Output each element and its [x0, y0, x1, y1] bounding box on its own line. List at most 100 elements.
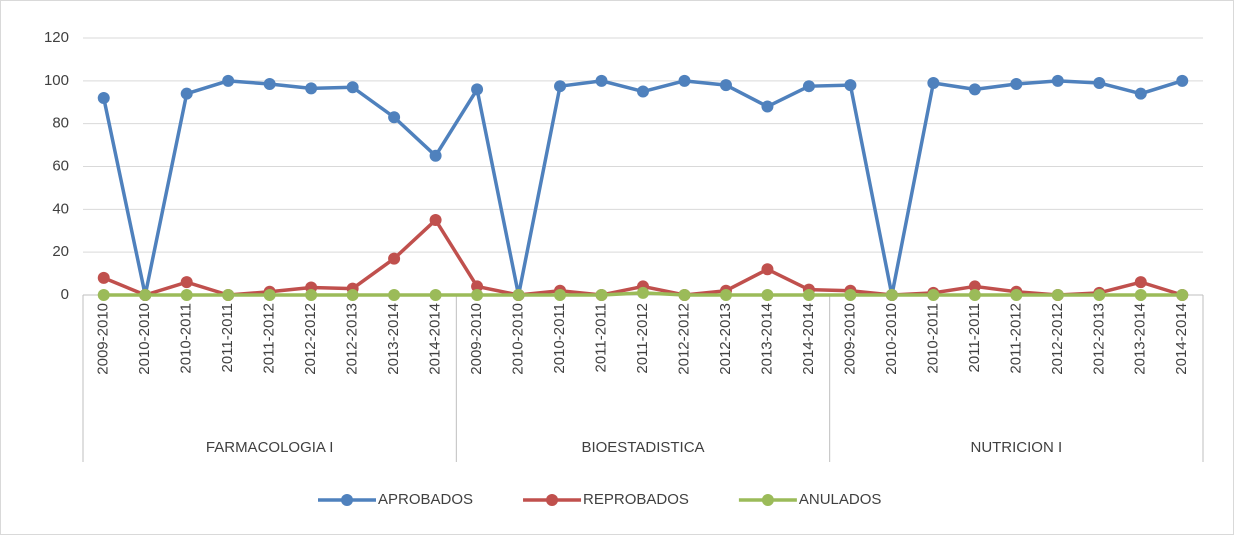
data-point: [139, 289, 152, 301]
x-tick-label: 2014-2014: [800, 303, 817, 375]
data-point: [1176, 74, 1189, 87]
x-tick-label: 2010-2010: [883, 303, 900, 375]
x-tick-label: 2011-2011: [592, 303, 609, 373]
data-point: [471, 280, 484, 293]
data-point: [180, 276, 193, 289]
data-point: [595, 289, 608, 301]
legend-marker: [546, 494, 559, 506]
data-point: [802, 289, 815, 301]
data-point: [388, 289, 401, 301]
data-point: [719, 79, 732, 92]
data-point: [678, 74, 691, 87]
data-point: [1134, 87, 1147, 100]
data-point: [885, 289, 898, 301]
data-point: [222, 289, 235, 301]
y-tick-label: 0: [61, 286, 69, 303]
x-tick-label: 2012-2012: [1049, 303, 1066, 375]
data-point: [429, 214, 442, 227]
x-tick-label: 2012-2012: [302, 303, 319, 375]
data-point: [429, 149, 442, 162]
data-point: [1093, 289, 1106, 301]
x-tick-label: 2013-2014: [1132, 303, 1149, 375]
data-point: [554, 80, 567, 93]
legend-label: APROBADOS: [378, 491, 473, 508]
x-tick-label: 2013-2014: [758, 303, 775, 375]
x-tick-label: 2010-2010: [510, 303, 527, 375]
x-tick-label: 2014-2014: [1173, 303, 1190, 375]
y-tick-label: 40: [52, 200, 69, 217]
x-tick-label: 2009-2010: [841, 303, 858, 375]
data-point: [719, 289, 732, 301]
data-point: [1051, 289, 1064, 301]
legend-marker: [761, 494, 774, 506]
data-point: [968, 289, 981, 301]
x-tick-label: 2014-2014: [427, 303, 444, 375]
data-point: [1010, 78, 1023, 91]
x-tick-label: 2012-2013: [717, 303, 734, 375]
x-tick-label: 2010-2010: [136, 303, 153, 375]
data-point: [844, 79, 857, 92]
y-tick-label: 120: [44, 29, 69, 46]
data-point: [761, 263, 774, 276]
data-point: [180, 87, 193, 100]
data-point: [471, 289, 484, 301]
data-point: [97, 271, 110, 284]
y-tick-label: 80: [52, 115, 69, 132]
x-tick-label: 2010-2011: [551, 303, 568, 374]
data-point: [678, 289, 691, 301]
x-tick-label: 2009-2010: [95, 303, 112, 375]
data-point: [305, 289, 318, 301]
legend-label: REPROBADOS: [583, 491, 689, 508]
data-point: [471, 83, 484, 96]
data-point: [968, 280, 981, 293]
x-tick-label: 2009-2010: [468, 303, 485, 375]
data-point: [1176, 289, 1189, 301]
x-tick-label: 2011-2011: [966, 303, 983, 373]
data-point: [761, 289, 774, 301]
x-tick-label: 2011-2012: [1007, 303, 1024, 374]
data-point: [1134, 276, 1147, 289]
data-point: [388, 111, 401, 124]
legend-marker: [341, 494, 353, 506]
data-point: [263, 78, 276, 91]
group-label: FARMACOLOGIA I: [206, 439, 334, 456]
data-point: [1093, 76, 1106, 89]
data-point: [802, 80, 815, 93]
y-tick-label: 100: [44, 72, 69, 89]
data-point: [346, 289, 359, 301]
x-tick-label: 2010-2011: [178, 303, 195, 374]
data-point: [1134, 289, 1147, 301]
legend-label: ANULADOS: [799, 491, 882, 508]
data-point: [927, 76, 940, 89]
data-point: [554, 289, 567, 301]
data-point: [263, 289, 276, 301]
y-tick-label: 60: [52, 157, 69, 174]
x-tick-label: 2011-2012: [261, 303, 278, 374]
data-point: [388, 252, 401, 265]
data-point: [761, 100, 774, 113]
x-tick-label: 2011-2012: [634, 303, 651, 374]
data-point: [512, 289, 525, 301]
data-point: [429, 289, 442, 301]
data-point: [844, 289, 857, 301]
data-point: [1010, 289, 1023, 301]
data-point: [346, 81, 359, 94]
data-point: [968, 83, 981, 96]
data-point: [97, 289, 110, 301]
x-tick-label: 2010-2011: [924, 303, 941, 374]
data-point: [637, 286, 649, 299]
data-point: [222, 74, 235, 87]
data-point: [927, 289, 940, 301]
data-point: [97, 91, 110, 104]
data-point: [595, 74, 608, 87]
group-label: BIOESTADISTICA: [581, 439, 704, 456]
group-label: NUTRICION I: [970, 439, 1062, 456]
data-point: [1051, 74, 1064, 87]
x-tick-label: 2012-2013: [1090, 303, 1107, 375]
data-point: [180, 289, 193, 301]
x-tick-label: 2013-2014: [385, 303, 402, 375]
data-point: [637, 85, 649, 98]
data-point: [305, 82, 318, 95]
x-tick-label: 2012-2013: [344, 303, 361, 375]
